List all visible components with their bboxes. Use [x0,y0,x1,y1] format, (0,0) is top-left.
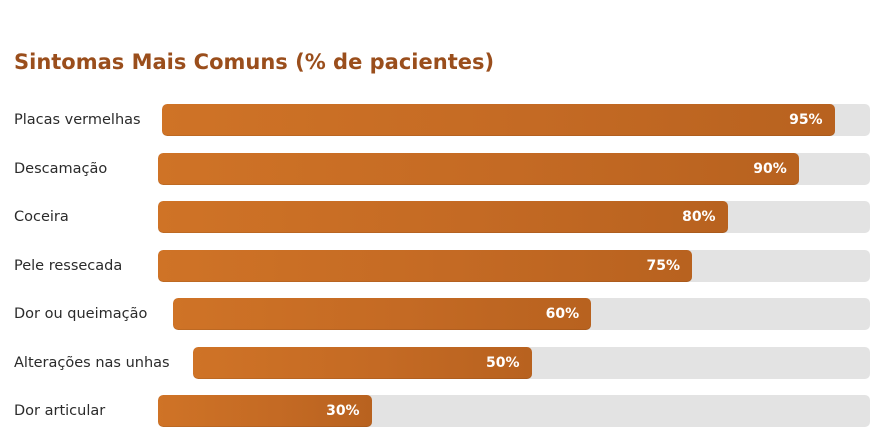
bar-track: 95% [162,104,870,136]
data-label: 60% [545,306,580,322]
chart-title: Sintomas Mais Comuns (% de pacientes) [14,50,495,74]
category-label: Descamação [14,160,108,177]
bar-row: Descamação 90% [0,152,886,185]
category-label: Dor articular [14,403,106,419]
data-label: 80% [682,209,716,225]
bar-row: Alterações nas unhas 50% [0,346,886,379]
data-label: 75% [646,257,680,274]
category-label: Placas vermelhas [14,112,141,128]
category-label: Alterações nas unhas [14,354,170,371]
bar: 90% [158,152,799,185]
data-label: 90% [753,160,787,177]
data-label: 95% [789,112,823,128]
category-label: Dor ou queimação [14,306,148,322]
category-label: Coceira [14,209,69,225]
data-label: 50% [485,354,520,371]
bar-row: Pele ressecada 75% [0,249,886,282]
bar-track: 30% [158,395,870,427]
bar-track: 50% [193,346,870,379]
bar-row: Coceira 80% [0,201,886,233]
bar-track: 90% [158,152,870,185]
bar: 95% [162,104,835,136]
category-label: Pele ressecada [14,257,123,274]
bar: 30% [158,395,372,427]
bar-track: 80% [158,201,870,233]
bar-row: Placas vermelhas 95% [0,104,886,136]
bar: 80% [158,201,728,233]
bar: 75% [158,249,692,282]
bar-row: Dor articular 30% [0,395,886,427]
bar: 60% [173,298,592,330]
data-label: 30% [326,403,360,419]
bar-track: 75% [158,249,870,282]
bar: 50% [193,346,532,379]
bar-track: 60% [173,298,870,330]
bar-row: Dor ou queimação 60% [0,298,886,330]
